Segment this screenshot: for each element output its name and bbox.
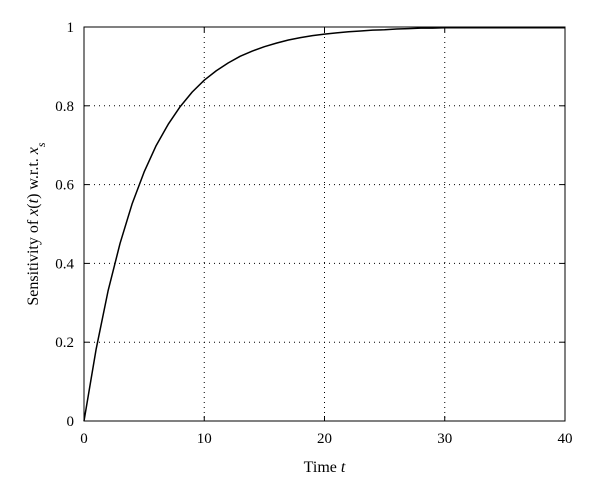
y-axis-label-base: x	[25, 147, 42, 155]
x-tick-label: 40	[558, 431, 573, 447]
y-axis-label-arg: t	[25, 198, 42, 203]
y-axis-label-close: )	[25, 194, 42, 199]
y-axis-label-sub: s	[34, 142, 48, 147]
y-axis-label-func: x	[25, 209, 42, 217]
y-axis-label-open: (	[25, 203, 42, 208]
grid-lines	[84, 27, 565, 421]
x-axis-label-var: t	[341, 459, 346, 476]
y-tick-label: 1	[67, 20, 75, 36]
y-tick-label: 0.4	[55, 256, 74, 272]
x-tick-label: 30	[437, 431, 452, 447]
y-tick-label: 0.2	[55, 335, 74, 351]
x-tick-label: 0	[80, 431, 88, 447]
series-line-0	[83, 27, 565, 422]
y-axis-label: Sensitivity of x(t) w.r.t. xs	[25, 142, 48, 306]
y-tick-label: 0	[67, 414, 75, 430]
y-tick-label: 0.8	[55, 99, 74, 115]
y-tick-label: 0.6	[55, 178, 74, 194]
y-axis-label-pre: Sensitivity of	[25, 216, 42, 306]
axis-ticks: 0 10 20 30 40 0 0.2 0.4 0.6 0.8 1	[55, 20, 572, 447]
y-axis-label-mid: w.r.t.	[25, 154, 42, 193]
x-axis-label-text: Time	[304, 459, 341, 476]
x-tick-label: 20	[317, 431, 332, 447]
x-tick-label: 10	[197, 431, 212, 447]
plot-area	[83, 27, 565, 422]
x-axis-label: Time t	[304, 459, 346, 476]
